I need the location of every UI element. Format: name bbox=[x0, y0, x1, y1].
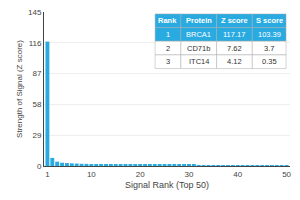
svg-text:2: 2 bbox=[166, 44, 170, 53]
svg-text:40: 40 bbox=[233, 170, 242, 179]
svg-text:S score: S score bbox=[256, 16, 283, 25]
svg-text:1: 1 bbox=[45, 170, 50, 179]
svg-text:ITC14: ITC14 bbox=[189, 57, 209, 66]
svg-text:4.12: 4.12 bbox=[227, 57, 242, 66]
svg-text:3: 3 bbox=[166, 57, 170, 66]
svg-text:Strength of Signal (Z score): Strength of Signal (Z score) bbox=[15, 40, 24, 138]
svg-text:Rank: Rank bbox=[158, 16, 177, 25]
svg-text:87: 87 bbox=[32, 69, 41, 78]
svg-text:CD71b: CD71b bbox=[187, 44, 210, 53]
svg-text:Signal Rank (Top 50): Signal Rank (Top 50) bbox=[125, 180, 209, 190]
svg-text:103.39: 103.39 bbox=[258, 30, 281, 39]
svg-text:3.7: 3.7 bbox=[264, 44, 274, 53]
svg-text:7.62: 7.62 bbox=[227, 44, 242, 53]
svg-text:29: 29 bbox=[32, 131, 41, 140]
svg-text:117.17: 117.17 bbox=[223, 30, 245, 39]
svg-text:58: 58 bbox=[32, 100, 41, 109]
svg-text:20: 20 bbox=[136, 170, 145, 179]
svg-text:50: 50 bbox=[282, 170, 291, 179]
svg-text:Protein: Protein bbox=[186, 16, 212, 25]
svg-text:0.35: 0.35 bbox=[262, 57, 277, 66]
svg-text:0: 0 bbox=[37, 162, 42, 171]
svg-text:116: 116 bbox=[29, 39, 42, 48]
svg-text:BRCA1: BRCA1 bbox=[186, 30, 211, 39]
svg-text:10: 10 bbox=[87, 170, 96, 179]
svg-text:145: 145 bbox=[28, 8, 42, 17]
svg-text:Z score: Z score bbox=[221, 16, 248, 25]
svg-text:1: 1 bbox=[166, 30, 170, 39]
svg-text:30: 30 bbox=[185, 170, 194, 179]
